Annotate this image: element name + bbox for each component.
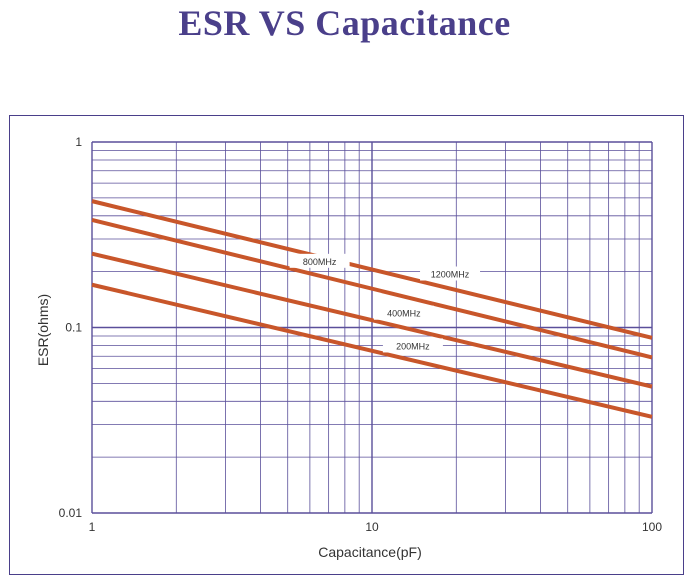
y-axis-label: ESR(ohms) — [35, 294, 51, 366]
y-tick-label: 1 — [75, 135, 82, 149]
tick-labels: 1 10 100 1 0.1 0.01 — [59, 135, 663, 534]
x-tick-label: 1 — [89, 520, 96, 534]
series-label-bg — [289, 253, 350, 268]
series-label-800mhz: 800MHz — [303, 257, 337, 267]
series-label-bg — [420, 266, 481, 281]
series-line-200mhz — [91, 282, 653, 419]
series-label-1200mhz: 1200MHz — [431, 270, 470, 280]
series-line-1200mhz — [91, 199, 653, 340]
series-label-400mhz: 400MHz — [387, 309, 421, 319]
page-title: ESR VS Capacitance — [178, 3, 511, 43]
y-tick-label: 0.01 — [59, 506, 83, 520]
series-lines: 1200MHz 800MHz 400MHz 200MHz — [91, 199, 653, 419]
y-tick-label: 0.1 — [65, 321, 82, 335]
x-axis-label: Capacitance(pF) — [318, 544, 422, 560]
x-tick-label: 100 — [642, 520, 662, 534]
series-line-400mhz — [91, 251, 653, 389]
series-label-bg — [373, 305, 434, 320]
series-label-200mhz: 200MHz — [396, 341, 430, 351]
series-label-bg — [382, 338, 443, 353]
x-tick-label: 10 — [365, 520, 379, 534]
series-line-800mhz — [91, 218, 653, 360]
grid — [91, 141, 653, 514]
